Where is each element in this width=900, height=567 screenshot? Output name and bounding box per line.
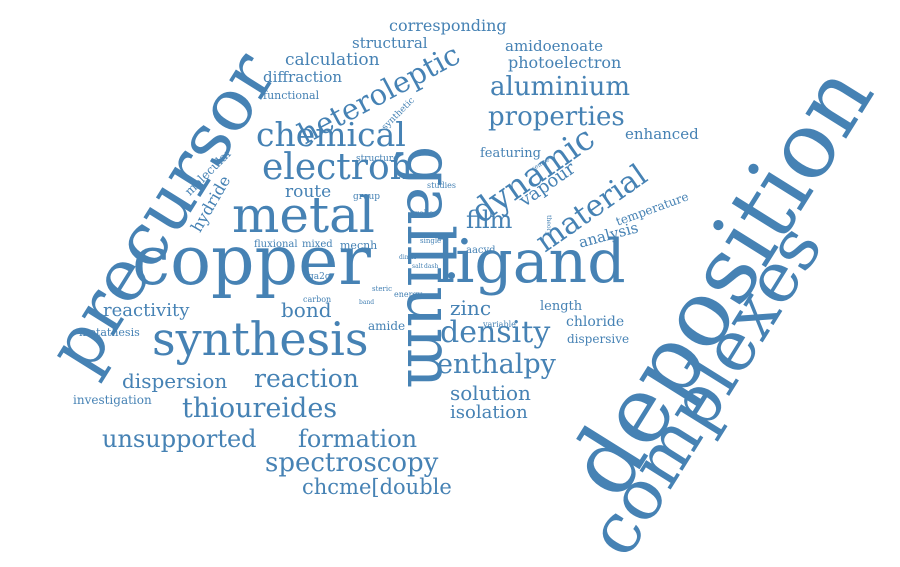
word-variable: variable	[483, 320, 516, 329]
word-carbon: carbon	[303, 295, 332, 304]
word-electron: electron	[262, 147, 413, 188]
word-amide: amide	[368, 319, 406, 333]
word-investigation: investigation	[73, 393, 152, 407]
word-reaction: reaction	[254, 364, 359, 393]
word-single: single	[420, 237, 442, 245]
word-group: group	[353, 192, 381, 202]
word-steric: steric	[372, 285, 393, 293]
word-zinc: zinc	[450, 296, 492, 320]
word-density: density	[440, 315, 551, 350]
word-structural: structural	[352, 34, 428, 52]
word-route: route	[285, 182, 332, 202]
word-theory: theory	[544, 215, 552, 235]
word-bond: bond	[281, 298, 332, 322]
word-spectroscopy: spectroscopy	[265, 448, 439, 478]
word-salt: salt	[412, 263, 423, 270]
word-probe: probe	[410, 209, 434, 218]
word-dimer: dimer	[399, 254, 417, 261]
word-photoelectron: photoelectron	[508, 53, 622, 72]
word-enhanced: enhanced	[625, 125, 699, 143]
word-dash: dash	[424, 263, 439, 270]
word-reactivity: reactivity	[103, 300, 190, 321]
word-metathesis: metathesis	[79, 326, 140, 339]
word-structure: structure	[356, 154, 399, 164]
word-mecnh: mecnh	[340, 239, 378, 252]
word-dispersive: dispersive	[567, 332, 630, 346]
word-amidoenoate: amidoenoate	[505, 37, 604, 55]
word-solution: solution	[450, 381, 531, 405]
word-chloride: chloride	[566, 314, 625, 330]
word-ga2o: ga2o	[308, 272, 331, 282]
word-calculation: calculation	[285, 50, 380, 70]
word-thioureides: thioureides	[182, 393, 338, 424]
word-chcme-double: chcme[double	[302, 475, 452, 499]
word-chemical: chemical	[256, 115, 406, 154]
word-properties: properties	[488, 102, 625, 132]
word-studies: studies	[427, 181, 456, 190]
word-formation: formation	[298, 425, 418, 453]
word-functional: functional	[263, 89, 320, 102]
word-featuring: featuring	[480, 146, 541, 161]
word-metal: metal	[232, 186, 375, 244]
word-corresponding: corresponding	[389, 16, 507, 35]
word-isolation: isolation	[450, 402, 528, 423]
word-copper: copper	[132, 222, 371, 301]
word-mixed: mixed	[302, 239, 333, 250]
word-enthalpy: enthalpy	[437, 349, 556, 380]
word-aacvd: aacvd	[466, 245, 496, 256]
word-synthesis: synthesis	[152, 312, 369, 366]
word-band: band	[359, 299, 375, 306]
word-dispersion: dispersion	[122, 369, 228, 393]
word-diffraction: diffraction	[263, 68, 343, 86]
word-unsupported: unsupported	[102, 425, 257, 453]
word-ligand: ligand	[436, 227, 626, 297]
word-film: film	[466, 206, 513, 234]
word-fluxional: fluxional	[254, 239, 298, 250]
word-length: length	[540, 299, 583, 314]
word-aluminium: aluminium	[490, 72, 630, 102]
word-energy: energy	[394, 290, 423, 299]
